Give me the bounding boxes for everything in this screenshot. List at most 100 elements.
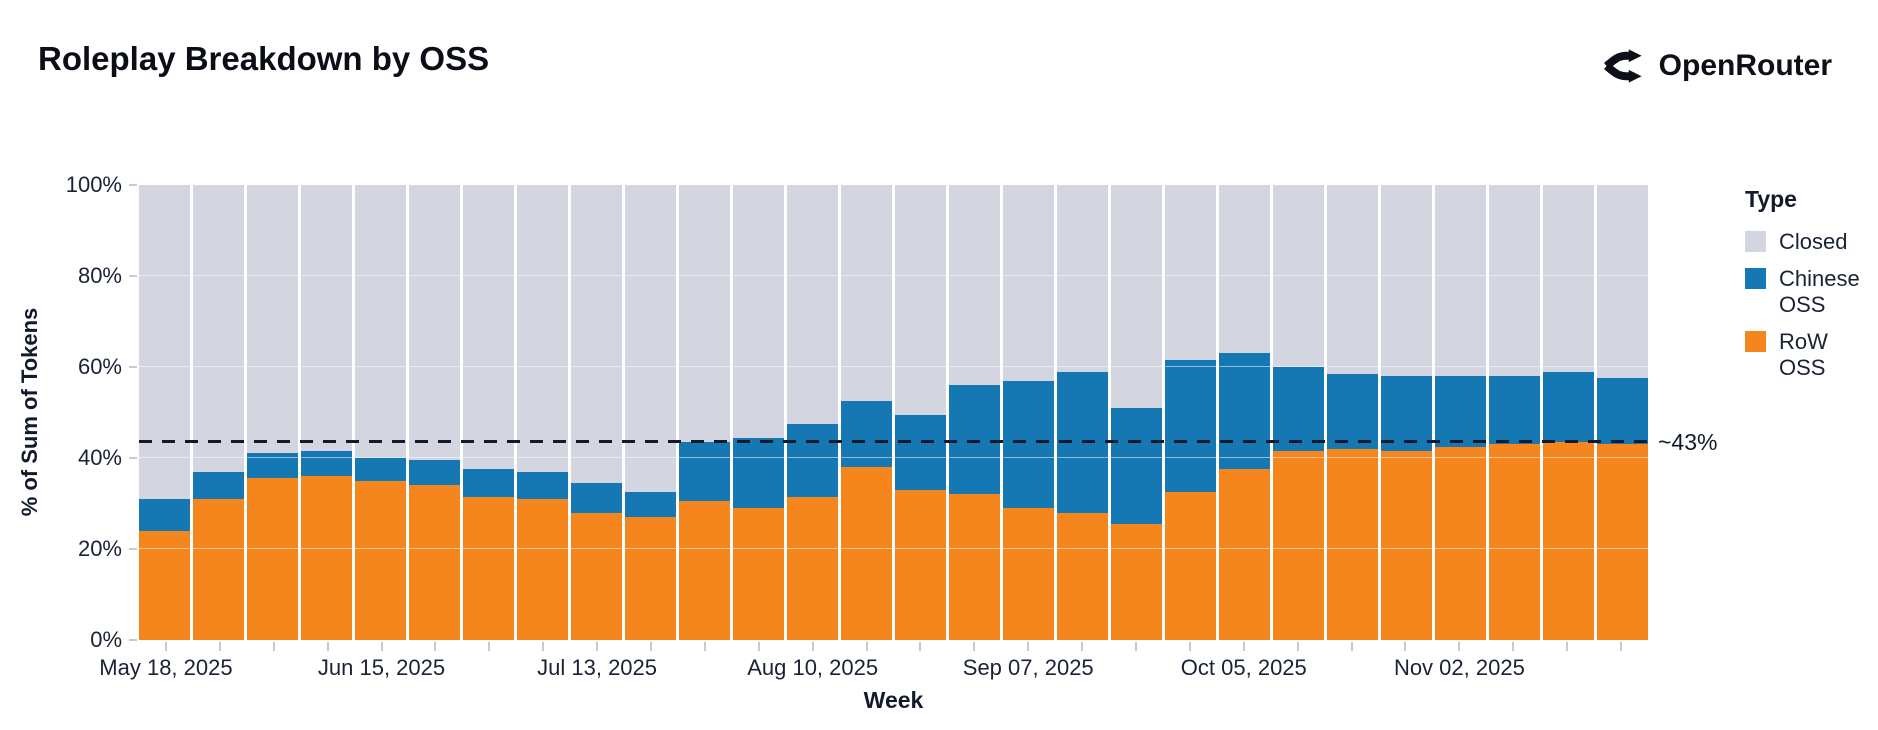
segment-row-oss[interactable] [1273,451,1324,640]
y-tick-label-100: 100% [65,172,122,197]
bar-jun-22-2025[interactable] [409,185,460,640]
x-tick-mark-jun-01-2025 [272,642,275,651]
bar-nov-16-2025[interactable] [1543,185,1594,640]
bar-aug-31-2025[interactable] [949,185,1000,640]
segment-row-oss[interactable] [1219,469,1270,640]
bar-jul-27-2025[interactable] [679,185,730,640]
target-dashed-line [139,440,1648,443]
x-tick-mark-jul-20-2025 [649,642,652,651]
segment-row-oss[interactable] [1381,451,1432,640]
segment-row-oss[interactable] [193,498,244,640]
segment-row-oss[interactable] [517,498,568,640]
segment-row-oss[interactable] [1597,444,1648,640]
x-tick-mark-oct-26-2025 [1404,642,1407,651]
bar-sep-14-2025[interactable] [1057,185,1108,640]
x-tick-mark-jun-08-2025 [326,642,329,651]
bar-jun-29-2025[interactable] [463,185,514,640]
segment-row-oss[interactable] [787,496,838,640]
segment-row-oss[interactable] [1057,512,1108,640]
segment-row-oss[interactable] [355,480,406,640]
segment-row-oss[interactable] [625,517,676,640]
x-tick-mark-nov-23-2025 [1620,642,1623,651]
gridline-20 [139,548,1648,549]
bar-jul-06-2025[interactable] [517,185,568,640]
y-axis: 0% 20% 40% 60% 80% 100% [0,172,139,652]
bar-jul-13-2025[interactable] [571,185,622,640]
segment-row-oss[interactable] [841,467,892,640]
segment-row-oss[interactable] [733,508,784,640]
openrouter-logo: OpenRouter [1602,44,1832,88]
y-axis-title: % of Sum of Tokens [17,307,42,517]
x-tick-mark-aug-17-2025 [865,642,868,651]
bar-nov-09-2025[interactable] [1489,185,1540,640]
legend-item-row-oss[interactable]: RoW OSS [1745,329,1877,381]
segment-row-oss[interactable] [1435,446,1486,640]
legend-item-closed[interactable]: Closed [1745,229,1877,255]
x-tick-mark-nov-02-2025 [1458,642,1461,651]
legend-item-chinese-oss[interactable]: Chinese OSS [1745,266,1877,318]
bar-oct-05-2025[interactable] [1219,185,1270,640]
segment-row-oss[interactable] [1543,442,1594,640]
x-tick-mark-sep-14-2025 [1081,642,1084,651]
bar-aug-10-2025[interactable] [787,185,838,640]
legend-label-chinese-oss: Chinese OSS [1779,265,1860,317]
x-tick-mark-may-25-2025 [218,642,221,651]
x-tick-label-jun-15-2025: Jun 15, 2025 [317,655,446,680]
segment-row-oss[interactable] [247,478,298,640]
bar-nov-23-2025[interactable] [1597,185,1648,640]
legend-label-row-oss: RoW OSS [1779,328,1828,380]
segment-row-oss[interactable] [1111,523,1162,640]
bar-jun-01-2025[interactable] [247,185,298,640]
legend: Type Closed Chinese OSS RoW OSS [1745,186,1877,392]
bar-may-25-2025[interactable] [193,185,244,640]
x-tick-label-nov-02-2025: Nov 02, 2025 [1393,655,1525,680]
segment-row-oss[interactable] [409,485,460,640]
bar-oct-12-2025[interactable] [1273,185,1324,640]
bar-aug-17-2025[interactable] [841,185,892,640]
gridline-60 [139,366,1648,367]
y-tick-label-0: 0% [90,627,122,652]
bars [139,185,1648,640]
segment-row-oss[interactable] [1489,444,1540,640]
bar-oct-26-2025[interactable] [1381,185,1432,640]
x-tick-label-sep-07-2025: Sep 07, 2025 [962,655,1094,680]
segment-row-oss[interactable] [679,501,730,640]
legend-swatch-chinese-oss [1745,267,1766,289]
x-tick-label-oct-05-2025: Oct 05, 2025 [1180,655,1307,680]
bar-jul-20-2025[interactable] [625,185,676,640]
bar-aug-24-2025[interactable] [895,185,946,640]
segment-row-oss[interactable] [571,512,622,640]
bar-may-18-2025[interactable] [139,185,190,640]
legend-items: Closed Chinese OSS RoW OSS [1745,229,1877,381]
x-tick-mark-jun-15-2025 [380,642,383,651]
bar-jun-08-2025[interactable] [301,185,352,640]
bar-nov-02-2025[interactable] [1435,185,1486,640]
x-tick-mark-nov-16-2025 [1566,642,1569,651]
x-tick-mark-sep-07-2025 [1027,642,1030,651]
x-tick-mark-jul-13-2025 [596,642,599,651]
y-tick-label-60: 60% [77,354,122,379]
bar-sep-28-2025[interactable] [1165,185,1216,640]
bar-sep-07-2025[interactable] [1003,185,1054,640]
segment-row-oss[interactable] [139,530,190,640]
x-tick-mark-oct-12-2025 [1296,642,1299,651]
x-tick-label-may-18-2025: May 18, 2025 [99,655,233,680]
segment-row-oss[interactable] [463,496,514,640]
segment-row-oss[interactable] [949,494,1000,640]
segment-row-oss[interactable] [1003,508,1054,640]
bar-jun-15-2025[interactable] [355,185,406,640]
brand-name: OpenRouter [1658,49,1832,82]
bar-aug-03-2025[interactable] [733,185,784,640]
x-tick-mark-aug-31-2025 [973,642,976,651]
segment-row-oss[interactable] [301,476,352,640]
bar-sep-21-2025[interactable] [1111,185,1162,640]
y-tick-mark-40 [129,457,137,459]
bar-oct-19-2025[interactable] [1327,185,1378,640]
y-tick-label-80: 80% [77,263,122,288]
x-tick-mark-aug-10-2025 [811,642,814,651]
segment-row-oss[interactable] [1327,448,1378,640]
segment-row-oss[interactable] [1165,492,1216,640]
plot-area [139,185,1648,640]
segment-row-oss[interactable] [895,489,946,640]
x-axis-title: Week [863,687,924,713]
